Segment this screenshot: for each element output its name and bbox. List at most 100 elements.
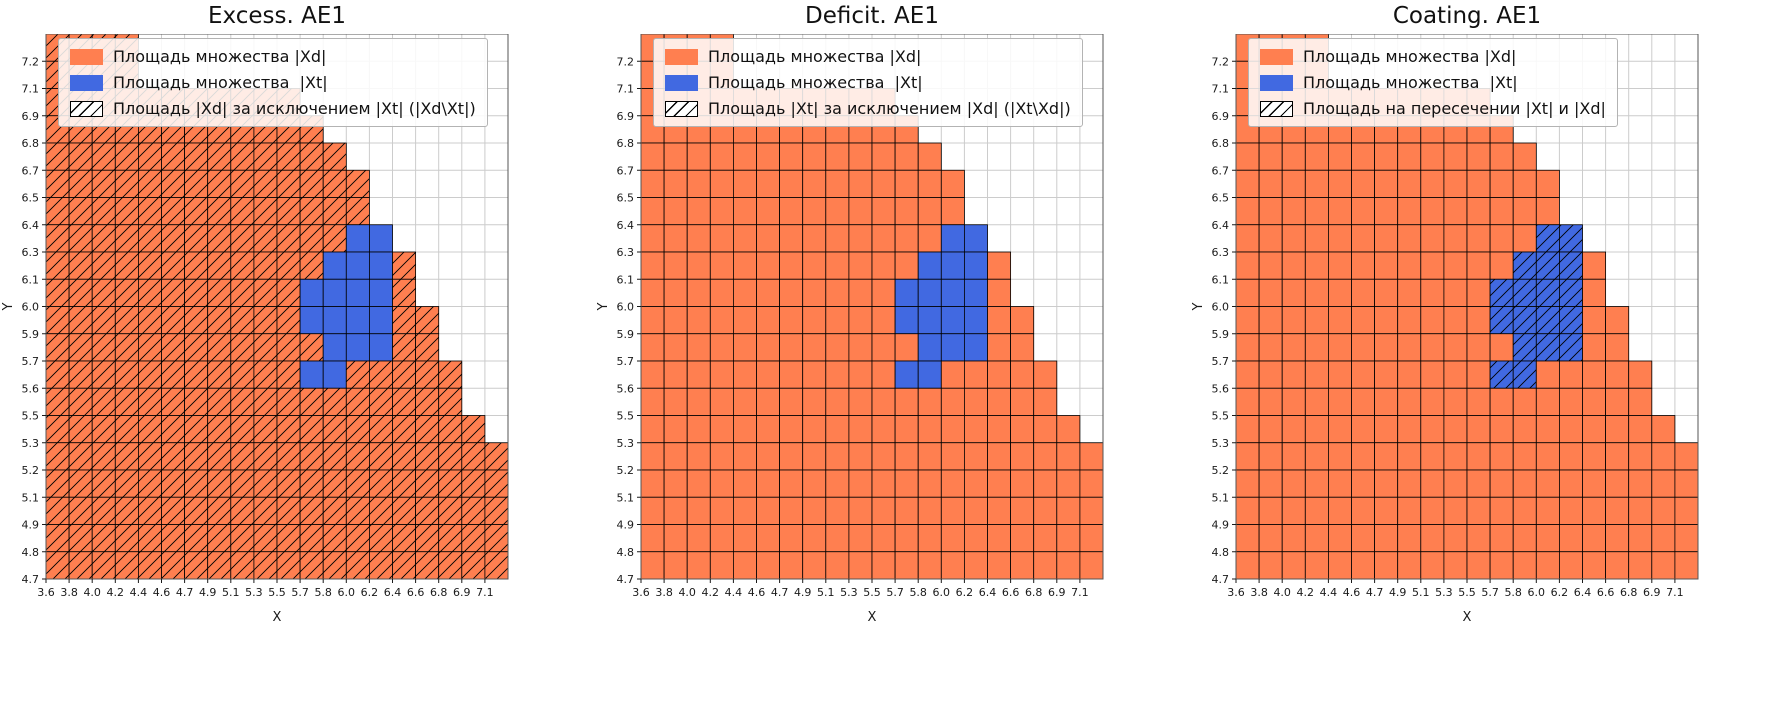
hatch-cell bbox=[115, 442, 139, 470]
xd-cell bbox=[779, 306, 804, 335]
xd-cell bbox=[917, 524, 942, 553]
xd-cell bbox=[1582, 278, 1607, 307]
hatch-cell bbox=[138, 470, 162, 498]
hatch-cell bbox=[138, 551, 162, 579]
xd-cell bbox=[1010, 496, 1035, 525]
y-axis-label: Y bbox=[1, 302, 16, 311]
hatch-cell bbox=[207, 170, 231, 198]
x-tick-label: 6.4 bbox=[979, 586, 997, 599]
xd-cell bbox=[1628, 551, 1653, 580]
x-tick-label: 4.4 bbox=[130, 586, 148, 599]
xd-cell bbox=[686, 224, 711, 253]
xd-cell bbox=[825, 360, 850, 389]
y-tick-label: 6.3 bbox=[617, 246, 635, 259]
xd-cell bbox=[663, 224, 688, 253]
xd-cell bbox=[1397, 387, 1422, 416]
xd-cell bbox=[686, 496, 711, 525]
hatch-cell bbox=[184, 524, 208, 552]
legend-label: Площадь множества |Xt| bbox=[113, 73, 328, 92]
subplot-excess: Excess. AE1 3.6 3.8 4.0 4.2 4.4 4.6 4.7 4.9 5.1 5… bbox=[0, 0, 595, 709]
xd-cell bbox=[1489, 197, 1514, 226]
hatch-cell bbox=[438, 388, 462, 416]
xt-cell bbox=[963, 333, 988, 362]
xd-cell bbox=[987, 251, 1012, 280]
x-tick-label: 4.2 bbox=[702, 586, 720, 599]
xd-cell bbox=[1235, 278, 1260, 307]
xd-cell bbox=[1443, 442, 1468, 471]
hatch-cell bbox=[392, 415, 416, 443]
xd-cell bbox=[1304, 496, 1329, 525]
xd-cell bbox=[756, 469, 781, 498]
xt-cell bbox=[322, 306, 347, 335]
xd-cell bbox=[1558, 551, 1583, 580]
xd-cell bbox=[940, 469, 965, 498]
xd-cell bbox=[987, 469, 1012, 498]
xd-cell bbox=[709, 415, 734, 444]
y-tick-label: 6.8 bbox=[22, 137, 40, 150]
xd-cell bbox=[1304, 197, 1329, 226]
xd-cell bbox=[686, 551, 711, 580]
xd-cell bbox=[1558, 415, 1583, 444]
xd-cell bbox=[1304, 224, 1329, 253]
hatch-cell bbox=[92, 306, 116, 334]
legend-item: Площадь множества |Xd| bbox=[70, 47, 476, 66]
xd-cell bbox=[640, 169, 665, 198]
hatch-cell bbox=[392, 442, 416, 470]
x-tick-label: 4.0 bbox=[678, 586, 696, 599]
xd-cell bbox=[1605, 306, 1630, 335]
subplot-coating: Coating. AE1 3.6 3.8 4.0 4.2 4.4 4.6 4.7 4.9 5.1… bbox=[1190, 0, 1785, 709]
xd-cell bbox=[802, 360, 827, 389]
xd-cell bbox=[848, 551, 873, 580]
xd-cell bbox=[871, 197, 896, 226]
xd-cell bbox=[1466, 142, 1491, 171]
hatch-cell bbox=[369, 551, 393, 579]
xd-cell bbox=[1512, 142, 1537, 171]
hatch-cell bbox=[115, 388, 139, 416]
y-tick-label: 6.0 bbox=[617, 301, 635, 314]
xd-cell bbox=[871, 142, 896, 171]
xd-cell bbox=[1512, 469, 1537, 498]
hatch-cell bbox=[277, 197, 301, 225]
hatch-cell bbox=[115, 143, 139, 171]
x-tick-label: 5.5 bbox=[863, 586, 881, 599]
xd-cell bbox=[1535, 415, 1560, 444]
xt-cell bbox=[940, 224, 965, 253]
xd-cell bbox=[1443, 251, 1468, 280]
xd-cell bbox=[1258, 524, 1283, 553]
hatch-cell bbox=[207, 252, 231, 280]
hatch-cell bbox=[415, 524, 439, 552]
y-axis-label: Y bbox=[596, 302, 611, 311]
xd-cell bbox=[1466, 169, 1491, 198]
xd-cell bbox=[1258, 442, 1283, 471]
xd-cell bbox=[1258, 360, 1283, 389]
xd-cell bbox=[1079, 469, 1104, 498]
xd-cell bbox=[640, 442, 665, 471]
hatch-cell bbox=[92, 197, 116, 225]
xd-cell bbox=[894, 224, 919, 253]
hatch-cell bbox=[461, 497, 485, 525]
hatch-cell bbox=[184, 224, 208, 252]
hatch-cell bbox=[69, 361, 93, 389]
x-axis-label: X bbox=[273, 610, 282, 625]
xd-cell bbox=[1328, 415, 1352, 444]
plot-title: Deficit. AE1 bbox=[805, 3, 939, 29]
x-tick-label: 7.1 bbox=[1071, 586, 1089, 599]
xd-cell bbox=[1281, 387, 1306, 416]
y-tick-label: 6.5 bbox=[617, 192, 635, 205]
xd-cell bbox=[871, 224, 896, 253]
xd-cell bbox=[709, 387, 734, 416]
hatch-cell bbox=[461, 415, 485, 443]
xd-cell bbox=[940, 360, 965, 389]
hatch-cell bbox=[346, 551, 370, 579]
xd-cell bbox=[963, 442, 988, 471]
hatch-cell bbox=[323, 224, 347, 252]
xt-cell bbox=[322, 360, 347, 389]
xd-cell bbox=[779, 251, 804, 280]
xd-cell bbox=[1351, 306, 1376, 335]
legend-item: Площадь множества |Xt| bbox=[665, 73, 1071, 92]
hatch-cell bbox=[1536, 279, 1560, 307]
x-tick-label: 5.5 bbox=[1458, 586, 1476, 599]
xd-cell bbox=[1651, 551, 1676, 580]
xd-cell bbox=[686, 169, 711, 198]
xd-cell bbox=[894, 496, 919, 525]
